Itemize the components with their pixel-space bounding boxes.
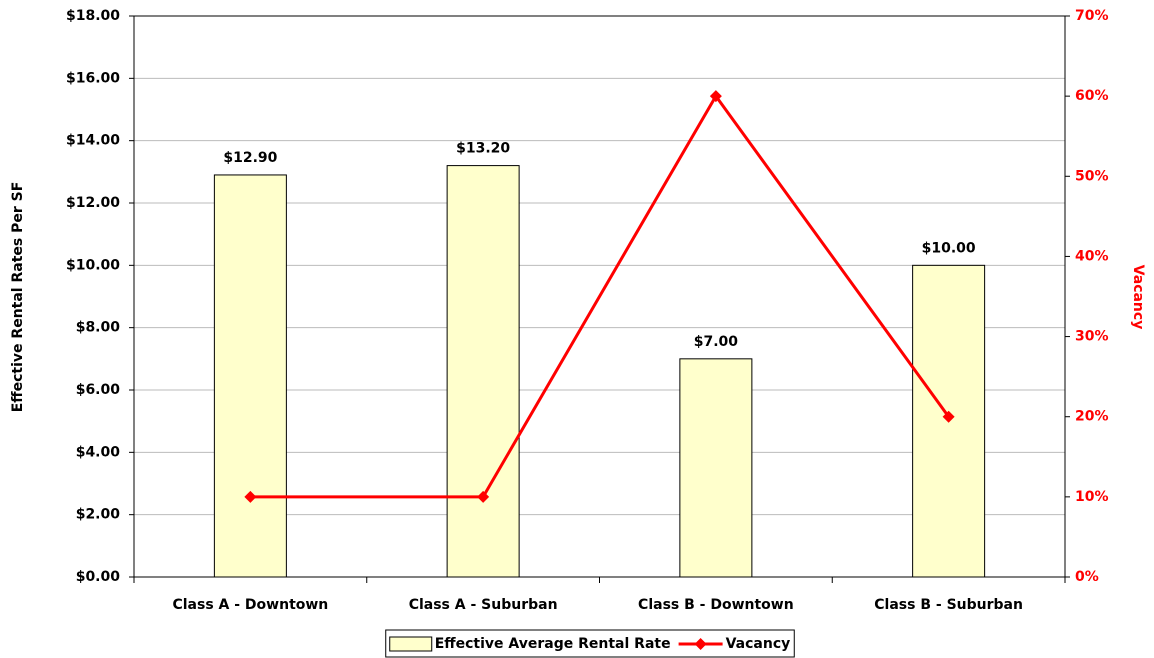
legend <box>385 629 795 658</box>
x-tick-label: Class B - Downtown <box>638 597 794 613</box>
marker <box>709 90 722 103</box>
y2-tick-label: 50% <box>1075 168 1109 184</box>
y2-tick-label: 60% <box>1075 88 1109 104</box>
y-tick-label: $18.00 <box>66 8 120 24</box>
data-label: $13.20 <box>456 141 510 157</box>
legend-swatch <box>389 636 433 652</box>
y-axis-title: Effective Rental Rates Per SF <box>10 182 26 413</box>
data-label: $12.90 <box>223 150 277 166</box>
y-tick-label: $4.00 <box>76 444 121 460</box>
y2-tick-label: 70% <box>1075 8 1109 24</box>
marker <box>942 410 955 423</box>
y-tick-label: $8.00 <box>76 320 121 336</box>
y-tick-label: $16.00 <box>66 70 120 86</box>
y-tick-label: $14.00 <box>66 133 120 149</box>
y-tick-label: $6.00 <box>76 382 121 398</box>
y2-tick-label: 30% <box>1075 329 1109 345</box>
y-tick-label: $10.00 <box>66 257 120 273</box>
y2-tick-label: 0% <box>1075 569 1099 585</box>
legend-swatch-marker <box>694 638 707 650</box>
x-tick-label: Class A - Downtown <box>172 597 328 613</box>
marker <box>244 490 257 503</box>
bar <box>213 174 287 578</box>
y2-tick-label: 10% <box>1075 489 1109 505</box>
bar <box>446 165 520 578</box>
bar <box>679 358 753 578</box>
y2-tick-label: 20% <box>1075 409 1109 425</box>
data-label: $10.00 <box>922 240 976 256</box>
y2-axis-title: Vacancy <box>1130 265 1146 330</box>
legend-label: Vacancy <box>726 636 791 652</box>
x-tick-label: Class A - Suburban <box>409 597 558 613</box>
y-tick-label: $12.00 <box>66 195 120 211</box>
y2-tick-label: 40% <box>1075 248 1109 264</box>
x-tick-label: Class B - Suburban <box>874 597 1023 613</box>
legend-label: Effective Average Rental Rate <box>435 636 671 652</box>
y-tick-label: $0.00 <box>76 569 121 585</box>
line <box>250 93 950 499</box>
marker <box>477 490 490 503</box>
y-tick-label: $2.00 <box>76 507 121 523</box>
data-label: $7.00 <box>694 334 739 350</box>
